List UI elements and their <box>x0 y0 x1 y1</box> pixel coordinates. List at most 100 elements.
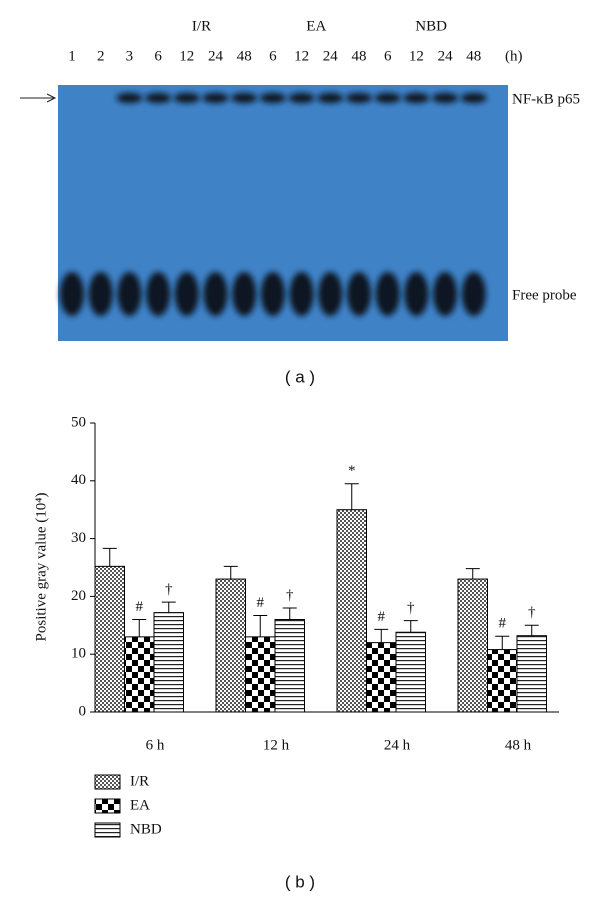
band <box>173 93 200 103</box>
group-label: NBD <box>415 18 447 34</box>
band <box>318 272 343 316</box>
lane-label: 12 <box>409 48 424 64</box>
lane-label: 6 <box>269 48 277 64</box>
y-tick-label: 40 <box>71 472 86 488</box>
lane-label: 24 <box>438 48 454 64</box>
bar <box>94 565 125 713</box>
error-bar <box>374 628 389 643</box>
band <box>117 272 142 316</box>
y-tick-label: 50 <box>71 414 86 430</box>
group-label: I/R <box>192 18 211 34</box>
band <box>231 93 258 103</box>
legend-label: I/R <box>130 773 149 789</box>
annotation: # <box>378 609 386 625</box>
error-bar <box>282 607 297 620</box>
band <box>403 93 430 103</box>
x-tick-label: 6 h <box>146 737 165 753</box>
lane-label: 24 <box>208 48 224 64</box>
caption: ( a ) <box>285 367 315 386</box>
band <box>317 93 344 103</box>
lane-label: 6 <box>384 48 392 64</box>
lane-label: 12 <box>179 48 194 64</box>
band <box>404 272 429 316</box>
blot-bands <box>60 93 487 316</box>
annotation: # <box>499 616 507 632</box>
band <box>433 272 458 316</box>
band <box>346 93 372 103</box>
error-bar <box>253 614 268 637</box>
bar <box>274 619 305 713</box>
bar <box>215 578 246 713</box>
lane-label: 6 <box>154 48 162 64</box>
legend-swatch <box>94 822 121 838</box>
error-bar <box>465 568 480 580</box>
band <box>461 272 486 316</box>
x-tick-label: 12 h <box>263 737 290 753</box>
lane-label: 2 <box>97 48 105 64</box>
error-bar <box>344 483 359 510</box>
band <box>60 272 84 316</box>
lane-label: 3 <box>126 48 134 64</box>
error-bar <box>223 565 238 580</box>
error-bar <box>132 619 147 637</box>
band-label: NF-κB p65 <box>512 91 580 107</box>
legend-swatch <box>94 798 121 814</box>
lane-label: 48 <box>466 48 481 64</box>
bar <box>245 636 276 713</box>
lane-label: 24 <box>323 48 339 64</box>
band <box>202 93 229 103</box>
band <box>145 93 172 103</box>
error-bar <box>524 624 539 636</box>
x-tick-label: 24 h <box>384 737 411 753</box>
caption: ( b ) <box>285 872 315 891</box>
legend-label: NBD <box>130 821 162 837</box>
band <box>232 272 257 316</box>
annotation: † <box>407 600 415 616</box>
band <box>347 272 371 316</box>
bar <box>457 578 488 713</box>
error-bar <box>403 620 418 633</box>
lane-label: 12 <box>294 48 309 64</box>
bar <box>153 612 184 713</box>
y-axis-label: Positive gray value (10⁴) <box>33 493 49 642</box>
band <box>374 93 401 103</box>
annotation: # <box>257 595 265 611</box>
annotation: † <box>528 605 536 621</box>
annotation: † <box>165 582 173 598</box>
error-bar <box>495 635 510 650</box>
error-bar <box>161 601 176 613</box>
annotation: † <box>286 587 294 603</box>
group-label: EA <box>306 18 326 34</box>
arrow-head <box>46 93 57 103</box>
band <box>460 93 487 103</box>
bar <box>336 509 367 713</box>
lane-label: 48 <box>237 48 252 64</box>
legend-swatch <box>94 774 121 790</box>
band <box>260 272 285 316</box>
y-tick-label: 30 <box>71 530 86 546</box>
unit-label: (h) <box>505 48 523 64</box>
bar <box>395 631 426 713</box>
band <box>174 272 199 316</box>
band-label: Free probe <box>512 287 577 303</box>
legend-label: EA <box>130 797 150 813</box>
y-tick-label: 10 <box>71 646 86 662</box>
lane-label: 48 <box>352 48 367 64</box>
y-tick-label: 0 <box>79 703 87 719</box>
band <box>375 272 400 316</box>
annotation: * <box>348 463 356 479</box>
lane-label: 1 <box>68 48 76 64</box>
band <box>432 93 459 103</box>
bar <box>487 649 518 713</box>
band <box>116 93 143 103</box>
x-tick-label: 48 h <box>505 737 532 753</box>
band <box>146 272 171 316</box>
bar <box>124 636 155 713</box>
band <box>259 93 286 103</box>
band <box>289 272 314 316</box>
annotation: # <box>136 599 144 615</box>
band <box>88 272 113 316</box>
bar <box>516 635 547 713</box>
